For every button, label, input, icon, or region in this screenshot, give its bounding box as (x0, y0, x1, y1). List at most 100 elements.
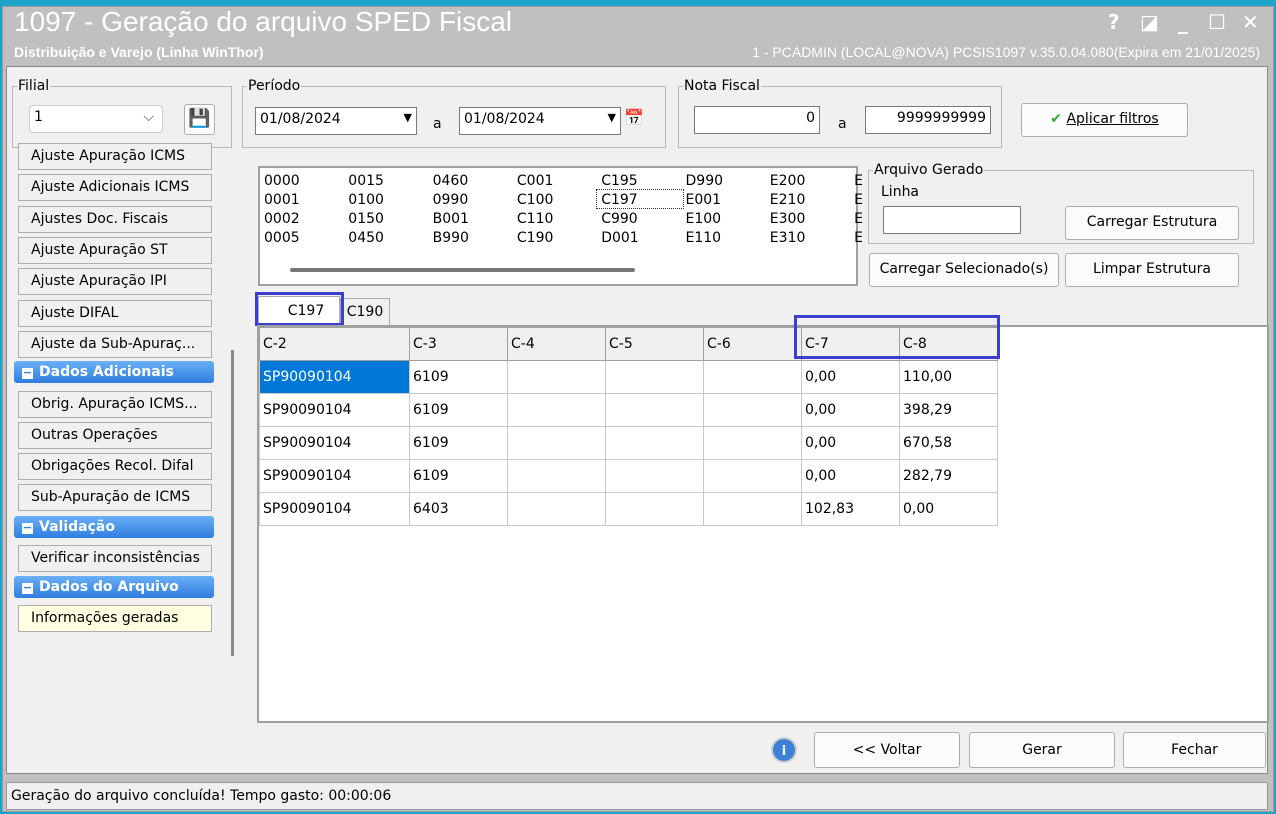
grid-cell[interactable] (507, 492, 606, 526)
column-header[interactable]: C-7 (801, 327, 900, 361)
register-code[interactable]: E310 (769, 230, 806, 246)
collapse-icon[interactable]: − (22, 581, 33, 594)
grid-cell[interactable]: SP90090104 (259, 492, 410, 526)
sidebar-item[interactable]: Sub-Apuração de ICMS (18, 484, 212, 511)
register-code[interactable]: D001 (601, 230, 639, 246)
register-code[interactable]: E210 (769, 192, 806, 208)
sidebar-item[interactable]: Obrig. Apuração ICMS... (18, 391, 212, 418)
nota-from-input[interactable]: 0 (694, 106, 820, 134)
register-code[interactable]: 0000 (264, 173, 300, 189)
grid-cell[interactable] (605, 492, 704, 526)
register-code[interactable]: 0015 (348, 173, 384, 189)
maximize-icon[interactable]: ☐ (1208, 10, 1226, 34)
grid-cell[interactable]: 6109 (409, 426, 508, 460)
register-code[interactable]: C190 (516, 230, 554, 246)
fechar-button[interactable]: Fechar (1123, 732, 1266, 768)
grid-cell[interactable] (507, 426, 606, 460)
grid-cell[interactable]: SP90090104 (259, 393, 410, 427)
table-row[interactable]: SP90090104 6109 0,00 398,29 (259, 393, 998, 427)
grid-cell[interactable]: 0,00 (899, 492, 998, 526)
grid-cell[interactable] (507, 393, 606, 427)
limpar-estrutura-button[interactable]: Limpar Estrutura (1065, 253, 1239, 287)
grid-cell[interactable] (605, 393, 704, 427)
register-code[interactable]: C001 (516, 173, 554, 189)
register-code[interactable]: E100 (685, 211, 722, 227)
register-code[interactable]: 0100 (348, 192, 384, 208)
dropdown-arrow-icon[interactable]: ▼ (403, 111, 412, 124)
grid-cell[interactable] (703, 492, 802, 526)
restore-layout-icon[interactable]: ◪ (1140, 10, 1159, 34)
column-header[interactable]: C-6 (703, 327, 802, 361)
register-code[interactable]: 0002 (264, 211, 300, 227)
register-code[interactable]: B990 (432, 230, 469, 246)
sidebar-item[interactable]: Ajuste DIFAL (18, 299, 212, 327)
register-code[interactable]: E200 (769, 173, 806, 189)
tab-c190[interactable]: C190 (340, 298, 390, 325)
gerar-button[interactable]: Gerar (969, 732, 1115, 768)
linha-input[interactable] (883, 206, 1021, 234)
table-row[interactable]: SP90090104 6403 102,83 0,00 (259, 492, 998, 526)
grid-cell[interactable]: 0,00 (801, 459, 900, 493)
grid-cell[interactable]: SP90090104 (259, 459, 410, 493)
register-code[interactable]: E300 (769, 211, 806, 227)
table-row[interactable]: SP90090104 6109 0,00 282,79 (259, 459, 998, 493)
tab-c197[interactable]: C197 (258, 296, 340, 325)
sidebar-item[interactable]: Ajuste da Sub-Apuraç... (18, 330, 212, 358)
dropdown-arrow-icon[interactable]: ▼ (607, 111, 616, 124)
carregar-estrutura-button[interactable]: Carregar Estrutura (1065, 206, 1239, 240)
grid-cell[interactable] (605, 360, 704, 394)
register-list[interactable]: 0000 0001 0002 0005 0015 0100 0150 0450 0460 0990… (258, 166, 863, 286)
register-code[interactable]: 0990 (432, 192, 469, 208)
help-icon[interactable]: ? (1108, 10, 1120, 34)
register-code[interactable]: E (854, 192, 863, 208)
sidebar-item[interactable]: Ajuste Apuração IPI (18, 268, 212, 296)
grid-cell[interactable] (605, 459, 704, 493)
grid-cell[interactable]: 6403 (409, 492, 508, 526)
grid-cell[interactable] (703, 393, 802, 427)
horizontal-scrollbar[interactable] (290, 268, 635, 272)
collapse-icon[interactable]: − (22, 366, 33, 379)
sidebar-group-header[interactable]: − Dados do Arquivo (14, 576, 214, 598)
grid-cell[interactable]: 0,00 (801, 360, 900, 394)
sidebar-item[interactable]: Ajuste Adicionais ICMS (18, 174, 212, 202)
close-icon[interactable]: ✕ (1242, 10, 1259, 34)
sidebar-item[interactable]: Ajustes Doc. Fiscais (18, 205, 212, 233)
grid-cell[interactable]: 6109 (409, 360, 508, 394)
grid-cell[interactable] (703, 426, 802, 460)
sidebar-group-header[interactable]: − Validação (14, 516, 214, 538)
grid-cell[interactable] (703, 459, 802, 493)
table-row[interactable]: SP90090104 6109 0,00 670,58 (259, 426, 998, 460)
grid-cell[interactable]: 6109 (409, 393, 508, 427)
grid-cell[interactable]: 670,58 (899, 426, 998, 460)
register-code[interactable]: C990 (601, 211, 638, 227)
register-code[interactable]: D990 (685, 173, 724, 189)
grid-cell[interactable] (507, 360, 606, 394)
grid-cell[interactable] (703, 360, 802, 394)
info-icon[interactable]: i (771, 737, 797, 763)
filial-select[interactable]: 1 ⌵ (29, 105, 163, 133)
register-code[interactable]: 0150 (348, 211, 384, 227)
sidebar-item[interactable]: Verificar inconsistências (18, 545, 212, 572)
register-code[interactable]: B001 (432, 211, 469, 227)
register-code[interactable]: E (854, 230, 863, 246)
grid-cell[interactable]: 102,83 (801, 492, 900, 526)
register-code[interactable]: E (854, 173, 863, 189)
nota-to-input[interactable]: 9999999999 (865, 106, 991, 134)
grid-cell[interactable]: SP90090104 (259, 360, 410, 394)
sidebar-group-header[interactable]: − Dados Adicionais (14, 361, 214, 383)
register-code[interactable]: E001 (685, 192, 722, 208)
save-button[interactable]: 💾 (184, 104, 215, 135)
grid-cell[interactable]: 0,00 (801, 393, 900, 427)
grid-cell[interactable]: 398,29 (899, 393, 998, 427)
periodo-from-date[interactable]: 01/08/2024 ▼ (255, 107, 417, 135)
column-header[interactable]: C-4 (507, 327, 606, 361)
sidebar-item[interactable]: Ajuste Apuração ICMS (18, 143, 212, 170)
register-code[interactable]: E110 (685, 230, 722, 246)
register-code[interactable]: 0001 (264, 192, 300, 208)
minimize-icon[interactable]: _ (1178, 10, 1188, 34)
grid-cell[interactable]: 282,79 (899, 459, 998, 493)
sidebar-item[interactable]: Ajuste Apuração ST (18, 236, 212, 264)
register-code[interactable]: 0005 (264, 230, 300, 246)
grid-cell[interactable]: 110,00 (899, 360, 998, 394)
periodo-to-date[interactable]: 01/08/2024 ▼ (459, 107, 621, 135)
